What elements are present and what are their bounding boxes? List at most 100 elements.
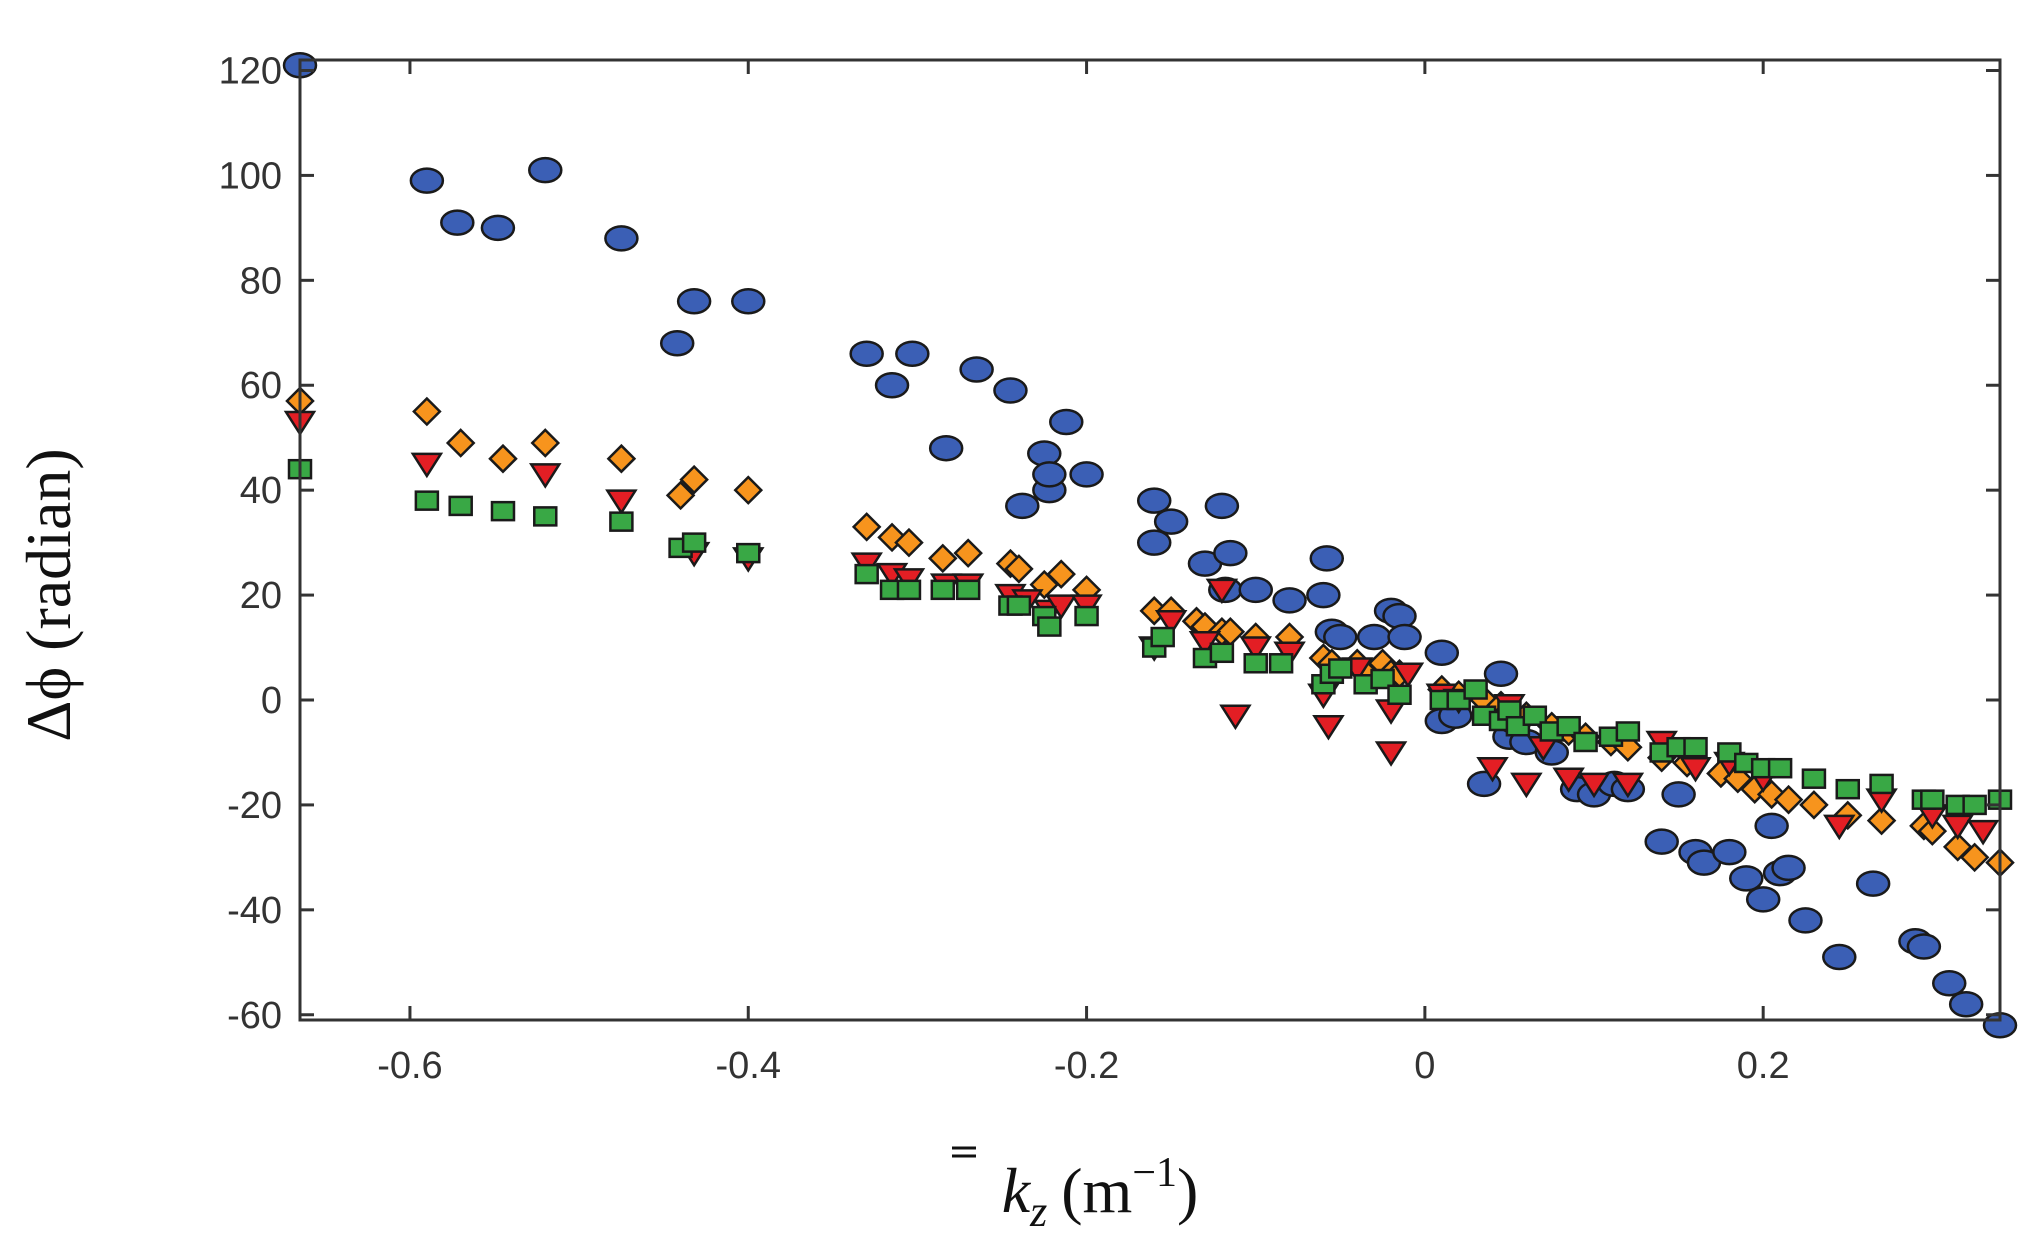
data-point-circle <box>659 330 695 357</box>
x-tick-label: -0.4 <box>716 1045 781 1087</box>
data-point-diamond <box>679 464 709 495</box>
data-point-square <box>1268 653 1294 674</box>
data-point-diamond <box>1959 842 1990 873</box>
data-point-triangle-down <box>1391 662 1425 689</box>
data-point-circle <box>1822 943 1857 971</box>
data-point-square <box>1370 668 1395 690</box>
data-point-square <box>1962 794 1987 816</box>
data-point-square <box>533 506 558 527</box>
data-point-diamond <box>733 475 764 505</box>
data-point-square <box>1615 721 1641 742</box>
data-point-square <box>1463 679 1488 700</box>
y-tick-label: -40 <box>227 890 282 932</box>
data-point-triangle-down <box>605 489 638 515</box>
data-point-triangle-down <box>1611 772 1645 799</box>
axis-ticks: -0.6 -0.4 -0.2 0 0.2 -60 -40 -20 0 20 40 60 80 100 120 <box>219 50 2000 1087</box>
data-point-diamond <box>665 480 696 511</box>
data-point-circle <box>849 340 884 368</box>
y-tick-label: 40 <box>240 470 282 512</box>
y-tick-label: 20 <box>240 575 282 617</box>
data-point-square <box>854 563 879 585</box>
data-point-triangle-down <box>410 452 444 479</box>
data-point-circle <box>1771 854 1806 882</box>
data-point-diamond <box>1046 559 1076 589</box>
data-point-triangle-down <box>1374 741 1408 767</box>
data-point-square <box>1243 653 1268 674</box>
data-point-circle <box>1356 623 1392 651</box>
data-point-triangle-down <box>1552 767 1585 794</box>
data-point-square <box>1037 616 1062 637</box>
data-point-diamond <box>1799 790 1829 820</box>
data-point-square <box>1328 658 1353 679</box>
data-point-square <box>896 579 922 601</box>
data-point-circle <box>440 209 475 236</box>
data-point-square <box>1835 778 1861 800</box>
data-point-diamond <box>530 428 561 458</box>
data-point-circle <box>1483 660 1519 688</box>
data-point-circle <box>1729 865 1764 892</box>
data-point-square <box>490 500 516 522</box>
axes-frame <box>298 58 2002 1022</box>
data-point-circle <box>1153 508 1189 535</box>
data-points <box>282 51 2018 1039</box>
data-point-circle <box>1948 991 1984 1018</box>
data-point-diamond <box>1004 554 1034 584</box>
data-point-circle <box>1136 529 1172 556</box>
data-point-triangle-down <box>1239 636 1272 662</box>
data-point-circle <box>1906 933 1942 960</box>
series-diamond <box>285 386 2015 878</box>
data-point-triangle-down <box>1205 578 1239 605</box>
data-point-diamond <box>851 512 882 542</box>
data-point-square <box>681 532 707 553</box>
data-point-diamond <box>1866 805 1897 836</box>
data-point-diamond <box>1917 816 1948 846</box>
x-axis-symbol-double-bar <box>952 1146 976 1158</box>
data-point-circle <box>676 288 712 315</box>
data-point-triangle-down <box>528 463 562 489</box>
data-point-square <box>414 490 440 511</box>
data-point-circle <box>480 214 516 242</box>
data-point-square <box>1209 642 1235 664</box>
data-point-square <box>1074 605 1099 627</box>
data-point-circle <box>1213 539 1248 567</box>
data-point-circle <box>1306 581 1341 609</box>
data-point-circle <box>1745 886 1781 913</box>
x-tick-label: -0.6 <box>377 1045 442 1087</box>
data-point-circle <box>1661 781 1696 808</box>
data-point-triangle-down <box>1510 772 1543 799</box>
data-point-square <box>1556 715 1581 737</box>
data-point-circle <box>1136 487 1172 514</box>
data-point-circle <box>993 377 1028 404</box>
data-point-triangle-down <box>1312 714 1345 741</box>
data-point-triangle-down <box>1577 772 1611 799</box>
data-point-square <box>1767 757 1793 779</box>
data-point-square <box>1683 736 1708 758</box>
data-point-square <box>736 542 761 564</box>
data-point-square <box>1522 705 1548 726</box>
series-circle <box>282 51 2018 1039</box>
data-point-circle <box>1387 623 1422 651</box>
data-point-square <box>609 511 634 532</box>
data-point-square <box>930 579 956 601</box>
y-tick-label: 60 <box>240 365 282 407</box>
data-point-triangle-down <box>1966 819 2000 846</box>
data-point-circle <box>1712 838 1747 866</box>
data-point-triangle-down <box>1679 756 1712 783</box>
x-axis-unit: (m <box>1061 1155 1132 1226</box>
x-axis-unit-close: ) <box>1177 1155 1198 1226</box>
data-point-triangle-down <box>1154 610 1188 636</box>
data-point-circle <box>1788 907 1823 934</box>
data-point-circle <box>874 371 910 399</box>
data-point-diamond <box>606 443 637 474</box>
data-point-circle <box>1238 576 1273 604</box>
series-square <box>287 458 2013 816</box>
data-point-circle <box>528 156 563 184</box>
y-tick-label: 100 <box>219 155 282 197</box>
data-point-triangle-down <box>1476 756 1509 783</box>
data-point-circle <box>895 340 930 368</box>
data-point-square <box>1573 731 1598 753</box>
data-point-circle <box>1005 492 1040 520</box>
y-tick-label: -60 <box>227 995 282 1037</box>
data-point-square <box>448 495 473 517</box>
data-point-circle <box>1932 970 1967 997</box>
